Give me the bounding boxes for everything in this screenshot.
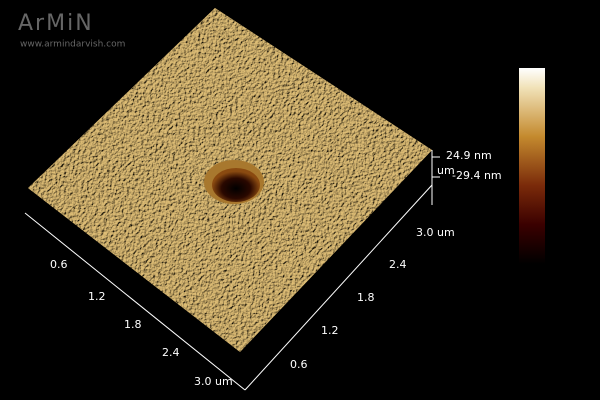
x-axis-line: [24, 212, 246, 391]
x-tick-label: 0.6: [50, 258, 68, 271]
y-tick-label: 1.8: [357, 291, 375, 304]
z-min-label: -29.4 nm: [452, 169, 502, 182]
pit: [212, 168, 260, 202]
x-tick-label: 1.2: [88, 290, 106, 303]
y-tick-label: 0.6: [290, 358, 308, 371]
x-tick-label: 3.0 um: [194, 375, 233, 388]
colorbar: [519, 68, 545, 264]
watermark-logo: ArMiN: [18, 11, 94, 36]
x-tick-label: 2.4: [162, 346, 180, 359]
x-tick-label: 1.8: [124, 318, 142, 331]
z-unit: um: [437, 164, 455, 177]
y-tick-label: 1.2: [321, 324, 339, 337]
y-tick-label: 2.4: [389, 258, 407, 271]
y-axis-line: [244, 184, 433, 391]
z-max-label: 24.9 nm: [446, 149, 492, 162]
y-tick-label: 3.0 um: [416, 226, 455, 239]
watermark-url: www.armindarvish.com: [20, 40, 125, 50]
